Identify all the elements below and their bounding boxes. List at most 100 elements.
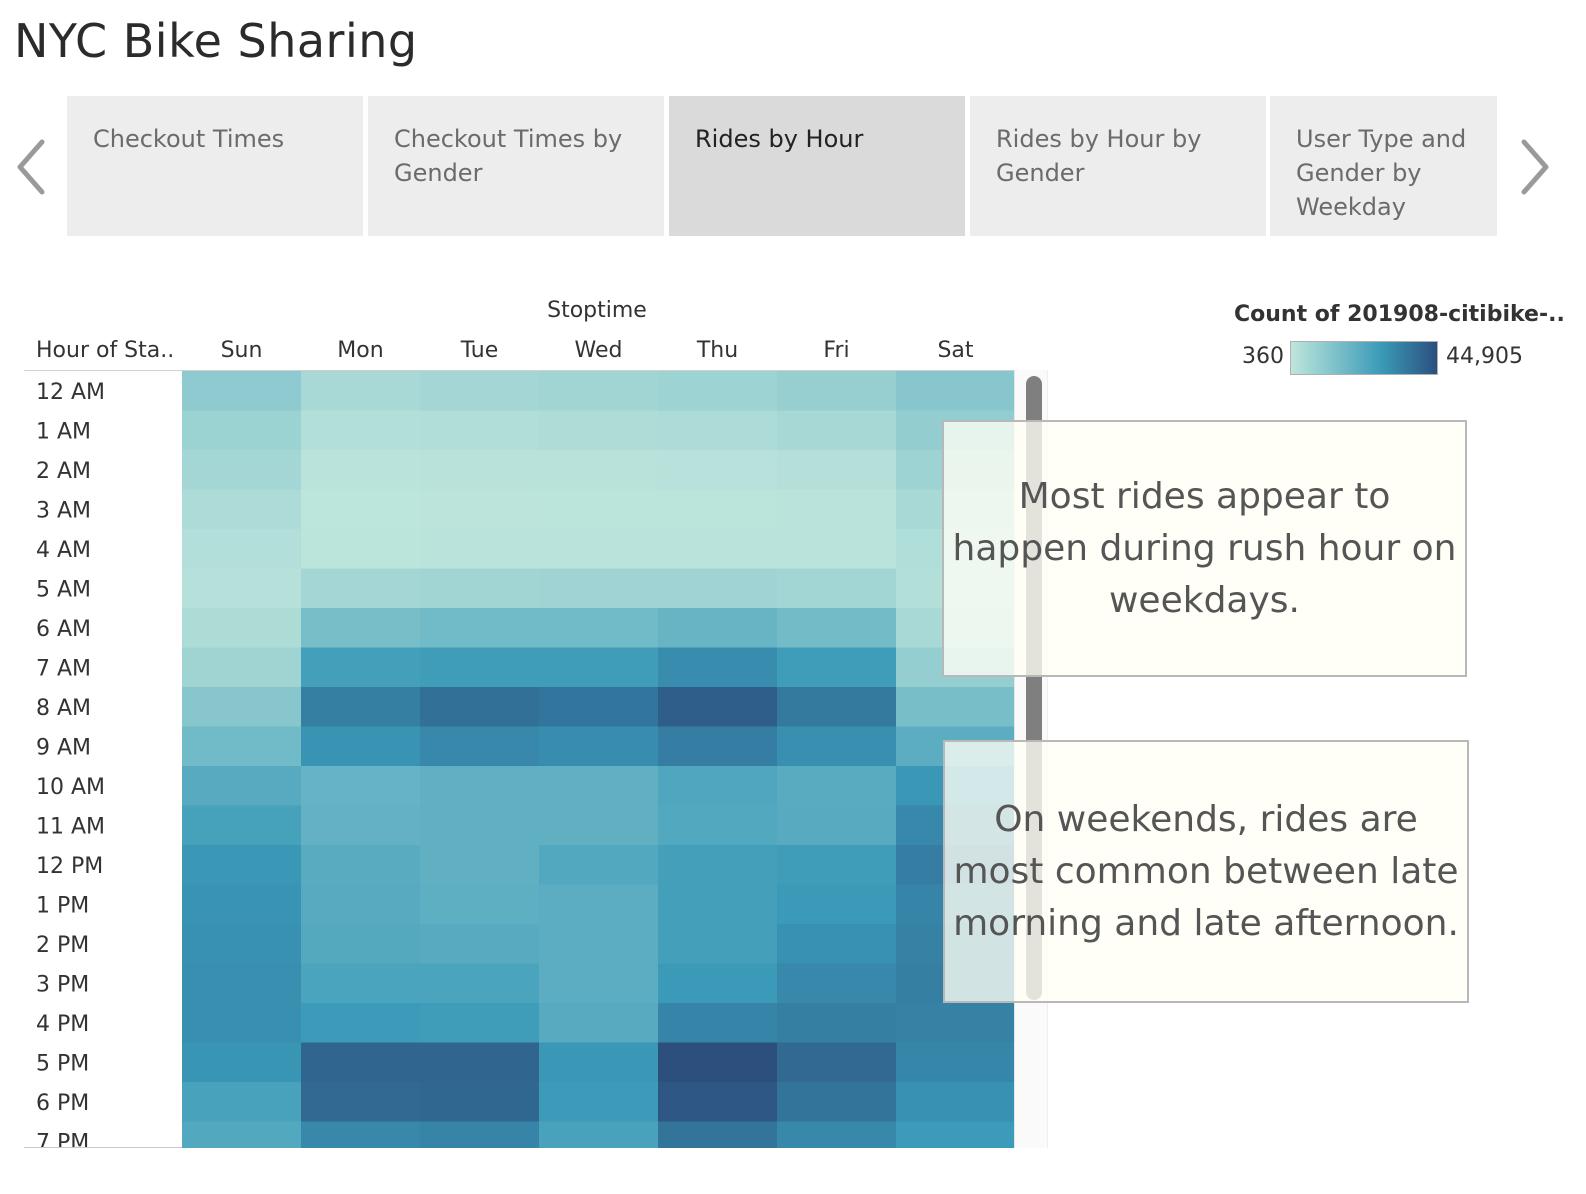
heatmap-cell[interactable] [420,805,540,846]
heatmap-cell[interactable] [539,489,659,530]
heatmap-cell[interactable] [777,568,897,609]
heatmap-cell[interactable] [420,1121,540,1149]
heatmap-cell[interactable] [539,1042,659,1083]
heatmap-cell[interactable] [301,1121,421,1149]
heatmap-cell[interactable] [539,450,659,490]
heatmap-cell[interactable] [420,410,540,451]
heatmap-cell[interactable] [658,529,778,569]
heatmap-cell[interactable] [182,805,302,846]
heatmap-cell[interactable] [539,529,659,569]
heatmap-cell[interactable] [301,1003,421,1043]
heatmap-cell[interactable] [539,845,659,885]
heatmap-cell[interactable] [182,845,302,885]
heatmap-cell[interactable] [777,805,897,846]
heatmap-cell[interactable] [896,371,1014,411]
heatmap-cell[interactable] [777,963,897,1004]
heatmap-cell[interactable] [182,529,302,569]
heatmap-cell[interactable] [182,963,302,1004]
heatmap-cell[interactable] [301,1082,421,1122]
heatmap-cell[interactable] [420,1003,540,1043]
heatmap-cell[interactable] [658,1121,778,1149]
heatmap-cell[interactable] [658,924,778,964]
heatmap-cell[interactable] [182,450,302,490]
heatmap-cell[interactable] [182,608,302,648]
heatmap-cell[interactable] [182,924,302,964]
heatmap-cell[interactable] [420,726,540,767]
heatmap-cell[interactable] [539,924,659,964]
heatmap-cell[interactable] [539,726,659,767]
heatmap-cell[interactable] [777,766,897,806]
heatmap-cell[interactable] [420,1042,540,1083]
heatmap-cell[interactable] [182,647,302,688]
heatmap-cell[interactable] [539,371,659,411]
heatmap-cell[interactable] [777,1121,897,1149]
story-tab-rides-by-hour[interactable]: Rides by Hour [669,96,965,236]
heatmap-cell[interactable] [539,805,659,846]
heatmap-cell[interactable] [182,1121,302,1149]
heatmap-cell[interactable] [896,1121,1014,1149]
heatmap-cell[interactable] [539,1003,659,1043]
heatmap-cell[interactable] [777,1042,897,1083]
story-tab-user-type-and-gender[interactable]: User Type and Gender by Weekday [1270,96,1497,236]
heatmap-cell[interactable] [539,608,659,648]
story-tab-checkout-times[interactable]: Checkout Times [67,96,363,236]
heatmap-cell[interactable] [420,884,540,925]
heatmap-cell[interactable] [658,687,778,727]
heatmap-cell[interactable] [777,608,897,648]
heatmap-cell[interactable] [182,568,302,609]
heatmap-cell[interactable] [658,410,778,451]
heatmap-cell[interactable] [301,489,421,530]
heatmap-cell[interactable] [658,963,778,1004]
heatmap-cell[interactable] [301,410,421,451]
chevron-right-icon[interactable] [1514,132,1554,202]
heatmap-cell[interactable] [182,766,302,806]
heatmap-cell[interactable] [896,1042,1014,1083]
heatmap-cell[interactable] [777,884,897,925]
heatmap-cell[interactable] [777,845,897,885]
heatmap-cell[interactable] [777,529,897,569]
heatmap-cell[interactable] [420,450,540,490]
heatmap-cell[interactable] [301,371,421,411]
heatmap-cell[interactable] [301,924,421,964]
heatmap-cell[interactable] [420,647,540,688]
heatmap-cell[interactable] [777,924,897,964]
heatmap-cell[interactable] [420,568,540,609]
heatmap-cell[interactable] [182,371,302,411]
heatmap-cell[interactable] [539,1082,659,1122]
heatmap-cell[interactable] [420,845,540,885]
heatmap-cell[interactable] [539,963,659,1004]
heatmap-cell[interactable] [182,726,302,767]
heatmap-cell[interactable] [301,450,421,490]
heatmap-cell[interactable] [777,489,897,530]
heatmap-cell[interactable] [301,647,421,688]
heatmap-cell[interactable] [420,608,540,648]
heatmap-cell[interactable] [420,1082,540,1122]
heatmap-cell[interactable] [301,687,421,727]
heatmap-cell[interactable] [301,529,421,569]
heatmap-cell[interactable] [777,410,897,451]
heatmap-cell[interactable] [539,568,659,609]
heatmap-cell[interactable] [301,884,421,925]
heatmap-cell[interactable] [420,529,540,569]
heatmap-cell[interactable] [539,884,659,925]
heatmap-cell[interactable] [539,766,659,806]
heatmap-cell[interactable] [658,884,778,925]
heatmap-cell[interactable] [777,1003,897,1043]
heatmap-cell[interactable] [539,687,659,727]
heatmap-cell[interactable] [182,687,302,727]
heatmap-cell[interactable] [182,410,302,451]
heatmap-cell[interactable] [777,371,897,411]
heatmap-cell[interactable] [539,647,659,688]
heatmap-cell[interactable] [539,410,659,451]
heatmap-cell[interactable] [420,766,540,806]
chevron-left-icon[interactable] [12,132,52,202]
heatmap-cell[interactable] [658,845,778,885]
heatmap-cell[interactable] [539,1121,659,1149]
heatmap-cell[interactable] [182,884,302,925]
heatmap-cell[interactable] [182,489,302,530]
story-tab-rides-by-hour-by-gender[interactable]: Rides by Hour by Gender [970,96,1266,236]
heatmap-cell[interactable] [301,568,421,609]
heatmap-cell[interactable] [420,963,540,1004]
heatmap-cell[interactable] [658,726,778,767]
heatmap-cell[interactable] [658,608,778,648]
